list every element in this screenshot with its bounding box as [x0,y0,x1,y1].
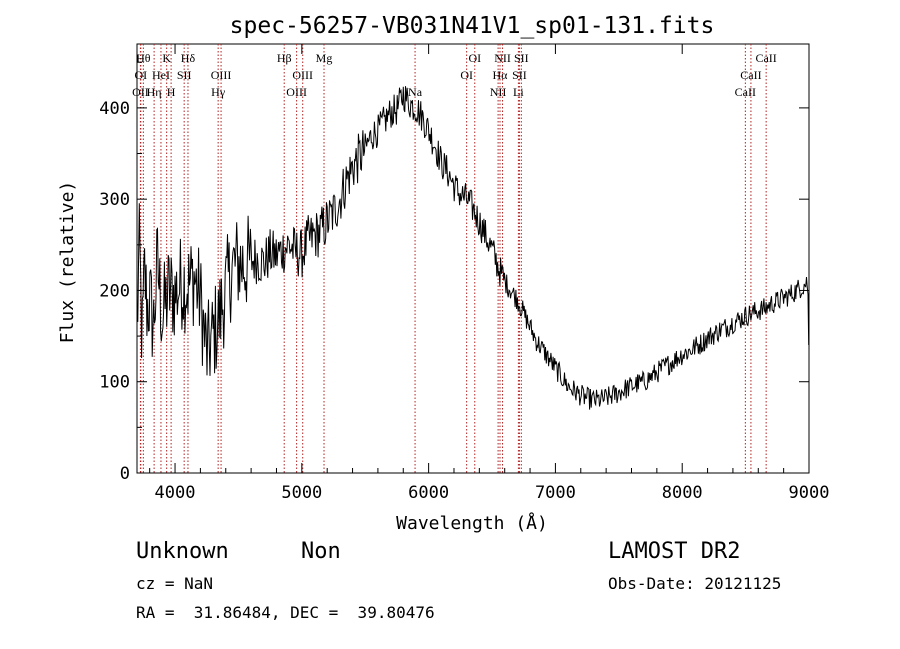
spectral-line-label: OI [460,68,473,82]
spectral-line-label: Hδ [181,51,196,65]
spectral-line-label: Hη [147,85,162,99]
spectral-line-label: NII [490,85,507,99]
y-axis-label: Flux (relative) [57,181,78,344]
spectral-line-label: OIII [292,68,313,82]
coordinates: RA = 31.86484, DEC = 39.80476 [136,603,435,622]
spectral-line-label: SII [514,51,529,65]
redshift: cz = NaN [136,574,214,593]
spectral-line-label: HeI [152,68,170,82]
spectral-line-label: OI [134,68,147,82]
spectral-line-label: OIII [286,85,307,99]
spectrum-line [136,86,810,410]
x-tick-label: 6000 [408,483,449,503]
y-tick-label: 300 [99,190,130,210]
x-axis-label: Wavelength (Å) [396,512,548,534]
spectral-line-label: OIII [211,68,232,82]
plot-frame [136,43,810,474]
spectral-line-label: Hγ [211,85,226,99]
spectral-line-label: CaII [755,51,776,65]
x-tick-label: 7000 [535,483,576,503]
spectral-line-label: Hβ [277,51,292,65]
y-tick-label: 200 [99,281,130,301]
observation-date: Obs-Date: 20121125 [608,574,782,593]
x-tick-label: 8000 [662,483,703,503]
spectral-line-label: NII [494,51,511,65]
survey-name: LAMOST DR2 [608,539,741,564]
spectral-line-label: OII [132,85,149,99]
spectral-line-markers [139,44,767,473]
spectral-line-label: OI [468,51,481,65]
spectral-line-label: Mg [316,51,333,65]
spectral-line-label: Na [408,85,423,99]
spectral-line-label: Li [513,85,524,99]
spectral-line-label: Hα [493,68,509,82]
x-tick-label: 9000 [789,483,830,503]
x-tick-label: 4000 [155,483,196,503]
spectral-line-label: Hθ [136,51,151,65]
x-axis-ticks: 4000 5000 6000 7000 8000 9000 [149,44,830,503]
spectral-line-label: SII [177,68,192,82]
spectral-line-label: H [167,85,176,99]
chart-title: spec-56257-VB031N41V1_sp01-131.fits [230,13,715,39]
y-tick-label: 100 [99,373,130,393]
x-tick-label: 5000 [281,483,322,503]
spectral-line-labels: OIIHθOIHηHeIKHSIIHδOIIIHγHβOIIIOIIIMgNaO… [132,51,777,99]
spectral-line-label: CaII [740,68,761,82]
spectral-line-label: CaII [735,85,756,99]
y-tick-label: 0 [120,464,130,484]
y-tick-label: 400 [99,99,130,119]
spectral-line-label: SII [512,68,527,82]
y-axis-ticks: 0 100 200 300 400 [99,61,809,484]
object-subclass: Non [301,539,341,564]
spectral-line-label: K [162,51,171,65]
object-class: Unknown [136,539,229,564]
